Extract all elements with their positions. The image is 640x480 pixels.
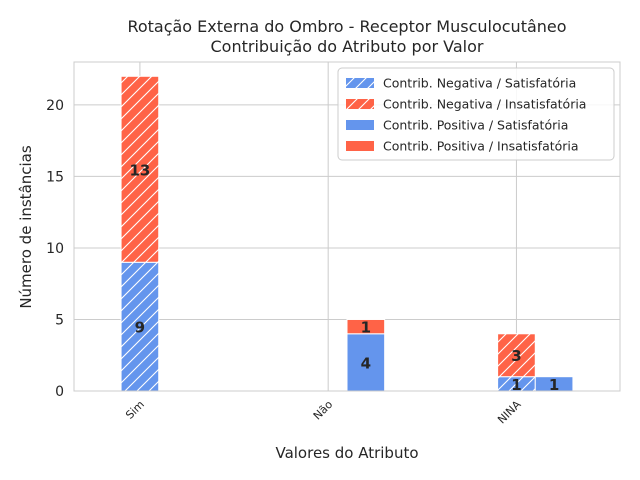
y-tick-label: 10 (46, 241, 64, 257)
chart-title-line-2: Contribuição do Atributo por Valor (211, 37, 484, 56)
y-tick-label: 5 (55, 312, 64, 328)
legend-swatch-contrib-positiva-insatisfatoria (346, 141, 374, 151)
legend-label-contrib-negativa-insatisfatoria: Contrib. Negativa / Insatisfatória (383, 97, 586, 112)
legend-swatch-hatch-contrib-negativa-satisfatoria (346, 78, 374, 88)
data-label-contrib-negativa-insatisfatoria-nina: 3 (511, 347, 521, 365)
data-label-contrib-negativa-satisfatoria-sim: 9 (135, 319, 145, 337)
y-tick-label: 15 (46, 169, 64, 185)
data-label-contrib-positiva-satisfatoria-nina: 1 (549, 376, 559, 394)
legend-swatch-contrib-positiva-satisfatoria (346, 120, 374, 130)
y-tick-label: 20 (46, 98, 64, 114)
legend: Contrib. Negativa / Satisfatória Contrib.… (337, 67, 615, 161)
chart-title-line-1: Rotação Externa do Ombro - Receptor Musc… (127, 17, 566, 36)
legend-label-contrib-negativa-satisfatoria: Contrib. Negativa / Satisfatória (383, 76, 576, 91)
x-tick-label-nao: Não (311, 398, 336, 423)
bar-contrib-negativa-insatisfatoria-sim-hatch (121, 76, 159, 263)
y-ticks: 0 5 10 15 20 (46, 98, 64, 400)
data-label-contrib-positiva-insatisfatoria-nao: 1 (361, 319, 371, 337)
data-label-contrib-negativa-satisfatoria-nina: 1 (511, 376, 521, 394)
legend-label-contrib-positiva-satisfatoria: Contrib. Positiva / Satisfatória (383, 118, 568, 133)
data-label-contrib-negativa-insatisfatoria-sim: 13 (129, 161, 150, 179)
data-label-contrib-positiva-satisfatoria-nao: 4 (361, 354, 371, 372)
bar-contrib-negativa-satisfatoria-nina-hatch (497, 376, 536, 391)
bar-contrib-negativa-satisfatoria-sim-hatch (121, 262, 159, 391)
x-tick-label-sim: Sim (123, 398, 147, 422)
y-tick-label: 0 (55, 384, 64, 400)
bar-contrib-negativa-insatisfatoria-nina-hatch (497, 333, 536, 377)
x-tick-label-nina: NINA (495, 398, 524, 427)
bars (120, 75, 574, 392)
x-axis-label: Valores do Atributo (275, 444, 418, 462)
legend-swatch-hatch-contrib-negativa-insatisfatoria (346, 99, 374, 109)
legend-box (337, 67, 615, 161)
bar-contrib-positiva-insatisfatoria-nao (346, 318, 386, 335)
x-ticks: Sim Não NINA (123, 398, 524, 427)
plot-frame (73, 61, 621, 392)
y-axis-label: Número de instâncias (17, 145, 35, 309)
legend-label-contrib-positiva-insatisfatoria: Contrib. Positiva / Insatisfatória (383, 139, 579, 154)
